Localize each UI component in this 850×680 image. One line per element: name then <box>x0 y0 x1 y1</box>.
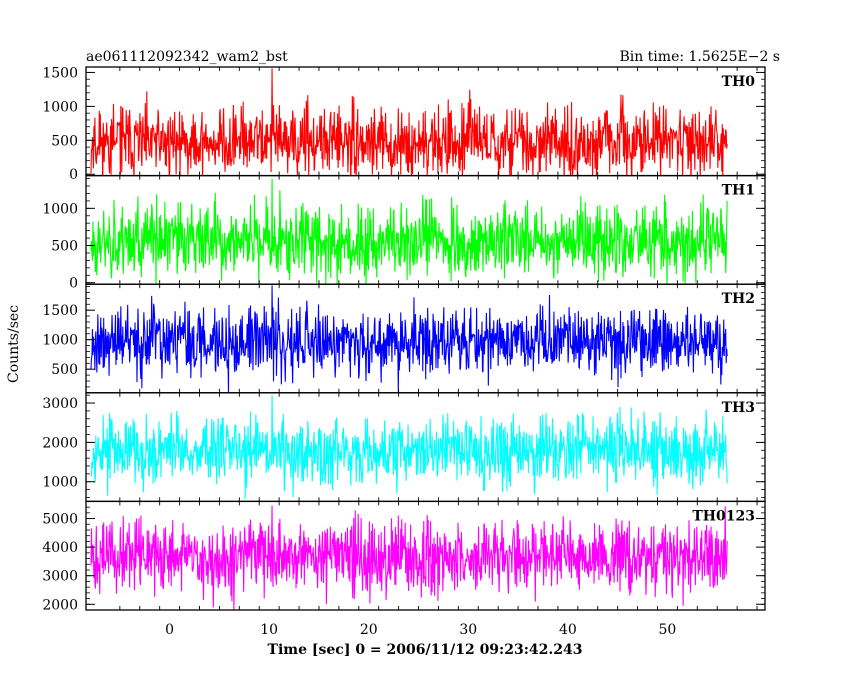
y-tick-label: 1500 <box>42 303 78 319</box>
panel-label-th3: TH3 <box>722 400 755 416</box>
y-tick-label: 2000 <box>42 435 78 451</box>
series-th0123 <box>90 505 728 610</box>
y-tick-label: 4000 <box>42 540 78 556</box>
y-tick-label: 1000 <box>42 201 78 217</box>
y-tick-label: 5000 <box>42 512 78 528</box>
series-th3 <box>90 395 728 499</box>
x-tick-label: 10 <box>260 622 278 638</box>
y-tick-label: 500 <box>51 239 78 255</box>
y-tick-label: 3000 <box>42 569 78 585</box>
panel-th0123: 2000 3000 4000 5000 TH0123 <box>42 500 766 613</box>
x-axis: 0 10 20 30 40 50 <box>165 622 676 638</box>
series-th0 <box>90 68 728 176</box>
y-axis-label: Counts/sec <box>6 305 22 383</box>
y-tick-label: 500 <box>51 362 78 378</box>
series-th2 <box>90 285 728 393</box>
panel-label-th0123: TH0123 <box>692 508 755 524</box>
panel-th1: 0 500 1000 TH1 <box>42 174 766 292</box>
y-tick-label: 1000 <box>42 333 78 349</box>
y-tick-label: 0 <box>69 167 78 183</box>
chart-title: ae061112092342_wam2_bst <box>86 49 288 65</box>
y-tick-label: 1500 <box>42 65 78 81</box>
series-th1 <box>90 178 728 285</box>
panel-th3: 1000 2000 3000 TH3 <box>42 392 766 503</box>
x-tick-label: 20 <box>360 622 378 638</box>
panels-group: 0 500 1000 1500 TH0 0 500 1000 TH1 500 1000 1500 TH2… <box>42 65 766 613</box>
y-tick-label: 500 <box>51 133 78 149</box>
x-tick-label: 50 <box>659 622 677 638</box>
panel-label-th0: TH0 <box>722 74 756 90</box>
panel-th2: 500 1000 1500 TH2 <box>42 283 766 394</box>
y-tick-label: 0 <box>69 276 78 292</box>
x-tick-label: 0 <box>165 622 174 638</box>
y-tick-label: 1000 <box>42 99 78 115</box>
panel-label-th2: TH2 <box>722 291 755 307</box>
bin-time-label: Bin time: 1.5625E−2 s <box>619 49 780 65</box>
y-tick-label: 3000 <box>42 396 78 412</box>
x-tick-label: 30 <box>459 622 477 638</box>
x-axis-label: Time [sec] 0 = 2006/11/12 09:23:42.243 <box>268 642 583 658</box>
panel-frame <box>85 500 766 611</box>
y-tick-label: 2000 <box>42 597 78 613</box>
y-tick-label: 1000 <box>42 475 78 491</box>
x-tick-label: 40 <box>559 622 577 638</box>
panel-label-th1: TH1 <box>722 183 755 199</box>
